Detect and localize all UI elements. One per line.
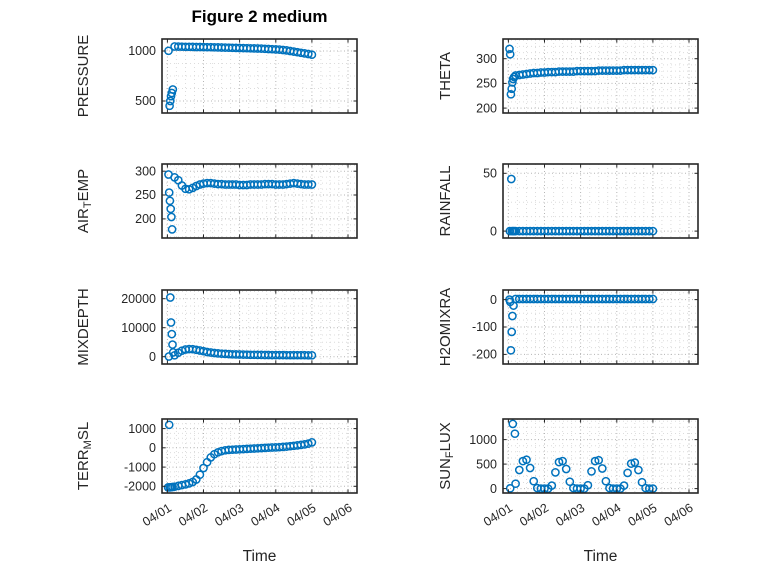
data-markers [505,419,658,493]
y-tick-label: 300 [476,52,497,66]
y-axis-label: SUNFLUX [437,422,456,490]
y-tick-label: -2000 [124,480,156,494]
subplot-H2OMIXRA: -200 -100 0 H2OMIXRA [437,288,699,366]
y-tick-label: 0 [149,441,156,455]
subplot-MIXDEPTH: 0 10000 20000 MIXDEPTH [75,288,358,366]
minor-grid [162,419,357,493]
x-tick-label: 04/06 [662,501,696,529]
subplot-PRESSURE: 500 1000 PRESSURE [75,35,358,118]
data-markers [164,42,317,111]
x-tick-label: 04/01 [140,501,174,529]
y-axis-label: PRESSURE [75,35,92,118]
y-tick-label: 0 [490,293,497,307]
y-tick-label: 200 [135,212,156,226]
data-markers [505,174,658,236]
subplot-TERR_MSL: -2000 -1000 0 1000 04/01 04/02 04/03 04/04 04/05… [75,418,358,529]
y-tick-label: -200 [472,348,497,362]
y-tick-label: 250 [135,188,156,202]
data-markers [505,294,658,355]
y-tick-label: 500 [135,94,156,108]
major-grid [162,39,357,113]
axes-box [161,289,358,365]
major-grid [162,419,357,493]
x-tick-label: 04/02 [517,501,551,529]
x-tick-label: 04/01 [481,501,515,529]
minor-grid [503,419,698,493]
y-tick-label: 0 [490,482,497,496]
x-tick-label: 04/05 [626,501,660,529]
axes-box [502,163,699,239]
major-grid [503,39,698,113]
tick-marks [503,419,698,493]
y-tick-label: 1000 [128,44,156,58]
minor-grid [162,290,357,364]
tick-marks [503,164,698,238]
minor-grid [503,39,698,113]
y-axis-label: RAINFALL [437,166,454,237]
major-grid [503,290,698,364]
y-tick-label: -1000 [124,460,156,474]
x-tick-label: 04/04 [248,501,282,529]
axes-box [502,418,699,494]
x-axis-label-right: Time [583,548,618,565]
x-tick-label: 04/06 [321,501,355,529]
x-tick-label: 04/03 [212,501,246,529]
subplot-AIR_TEMP: 200 250 300 AIRTEMP [75,163,358,239]
axes-box [502,38,699,114]
axes-box [161,418,358,494]
data-markers [505,44,658,99]
y-tick-label: 10000 [121,321,156,335]
y-tick-label: 1000 [469,433,497,447]
data-markers [163,420,317,492]
y-axis-label: TERRMSL [75,422,94,490]
figure-title: Figure 2 medium [191,7,328,26]
y-axis-label: AIRTEMP [75,169,94,233]
data-markers [164,170,317,234]
y-tick-label: 1000 [128,422,156,436]
major-grid [162,290,357,364]
tick-marks [162,164,357,238]
axes-box [502,289,699,365]
y-tick-label: 50 [483,166,497,180]
y-tick-label: 0 [490,224,497,238]
y-tick-label: 300 [135,164,156,178]
y-tick-label: 20000 [121,292,156,306]
y-tick-label: 500 [476,457,497,471]
x-tick-label: 04/03 [553,501,587,529]
major-grid [162,164,357,238]
y-tick-label: 0 [149,350,156,364]
subplot-THETA: 200 250 300 THETA [437,38,699,115]
y-axis-label: THETA [437,52,454,100]
x-axis-label-left: Time [242,548,277,565]
axes-box [161,163,358,239]
major-grid [503,419,698,493]
subplot-RAINFALL: 0 50 RAINFALL [437,163,699,239]
major-grid [503,164,698,238]
y-tick-label: 250 [476,77,497,91]
data-markers [164,293,317,361]
tick-marks [162,419,357,493]
minor-grid [162,164,357,238]
minor-grid [503,164,698,238]
x-tick-label: 04/02 [176,501,210,529]
y-axis-label: H2OMIXRA [437,288,454,366]
axes-box [161,38,358,114]
y-tick-label: -100 [472,320,497,334]
x-tick-label: 04/05 [285,501,319,529]
subplot-SUN_FLUX: 0 500 1000 04/01 04/02 04/03 04/04 04/05 04/06 SU… [437,418,699,529]
y-tick-label: 200 [476,101,497,115]
x-tick-label: 04/04 [589,501,623,529]
y-axis-label: MIXDEPTH [75,288,92,366]
